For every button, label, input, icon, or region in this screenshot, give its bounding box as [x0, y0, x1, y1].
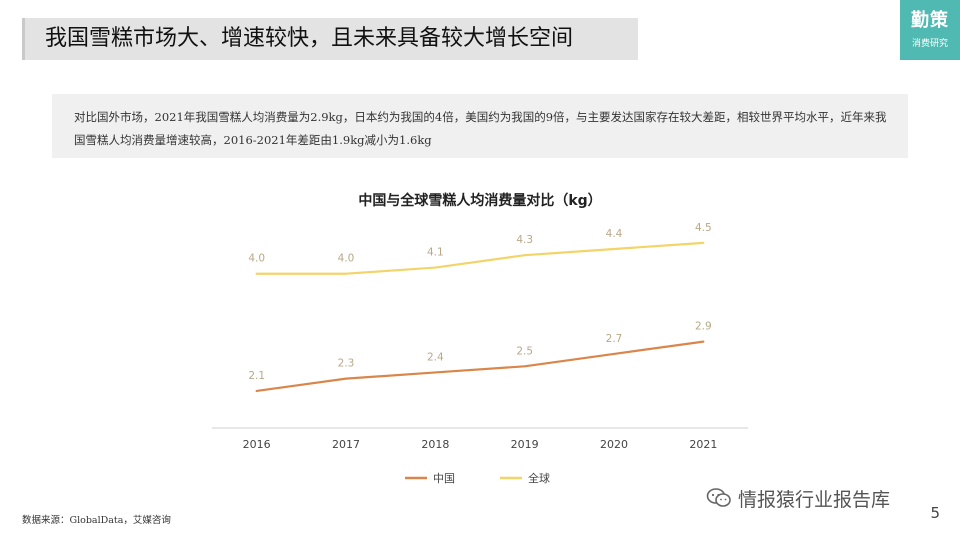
data-label: 4.3 — [516, 234, 533, 246]
data-source: 数据来源：GlobalData，艾媒咨询 — [22, 515, 171, 526]
data-label: 2.7 — [606, 333, 623, 345]
data-label: 2.3 — [338, 358, 355, 370]
summary-text: 对比国外市场，2021年我国雪糕人均消费量为2.9kg，日本约为我国的4倍，美国… — [52, 94, 908, 158]
x-tick-label: 2016 — [243, 438, 271, 451]
brand-logo-name: 勤策 — [911, 10, 949, 31]
data-label: 4.5 — [695, 222, 712, 234]
data-label: 4.0 — [248, 253, 265, 265]
x-tick-label: 2020 — [600, 438, 628, 451]
data-label: 4.0 — [338, 253, 355, 265]
data-label: 2.5 — [516, 345, 533, 357]
data-label: 4.4 — [606, 228, 623, 240]
x-tick-label: 2019 — [511, 438, 539, 451]
legend-label: 中国 — [433, 472, 455, 485]
data-label: 4.1 — [427, 247, 444, 259]
legend-label: 全球 — [528, 471, 550, 485]
data-label: 2.1 — [248, 370, 265, 382]
page-title: 我国雪糕市场大、增速较快，且未来具备较大增长空间 — [22, 18, 638, 60]
brand-logo: 勤策 消费研究 — [900, 0, 960, 60]
series-line-1 — [255, 340, 705, 393]
page-number: 5 — [930, 504, 940, 522]
data-label: 2.4 — [427, 351, 444, 363]
x-tick-label: 2017 — [332, 438, 360, 451]
watermark: 情报猿行业报告库 — [706, 484, 890, 512]
watermark-text: 情报猿行业报告库 — [738, 488, 891, 511]
wechat-icon — [706, 488, 731, 507]
x-tick-label: 2021 — [689, 438, 717, 451]
brand-logo-subtitle: 消费研究 — [911, 39, 948, 49]
series-line-2 — [255, 241, 705, 275]
chart-title: 中国与全球雪糕人均消费量对比（kg） — [358, 193, 602, 209]
data-label: 2.9 — [695, 321, 712, 333]
x-tick-label: 2018 — [421, 438, 449, 451]
